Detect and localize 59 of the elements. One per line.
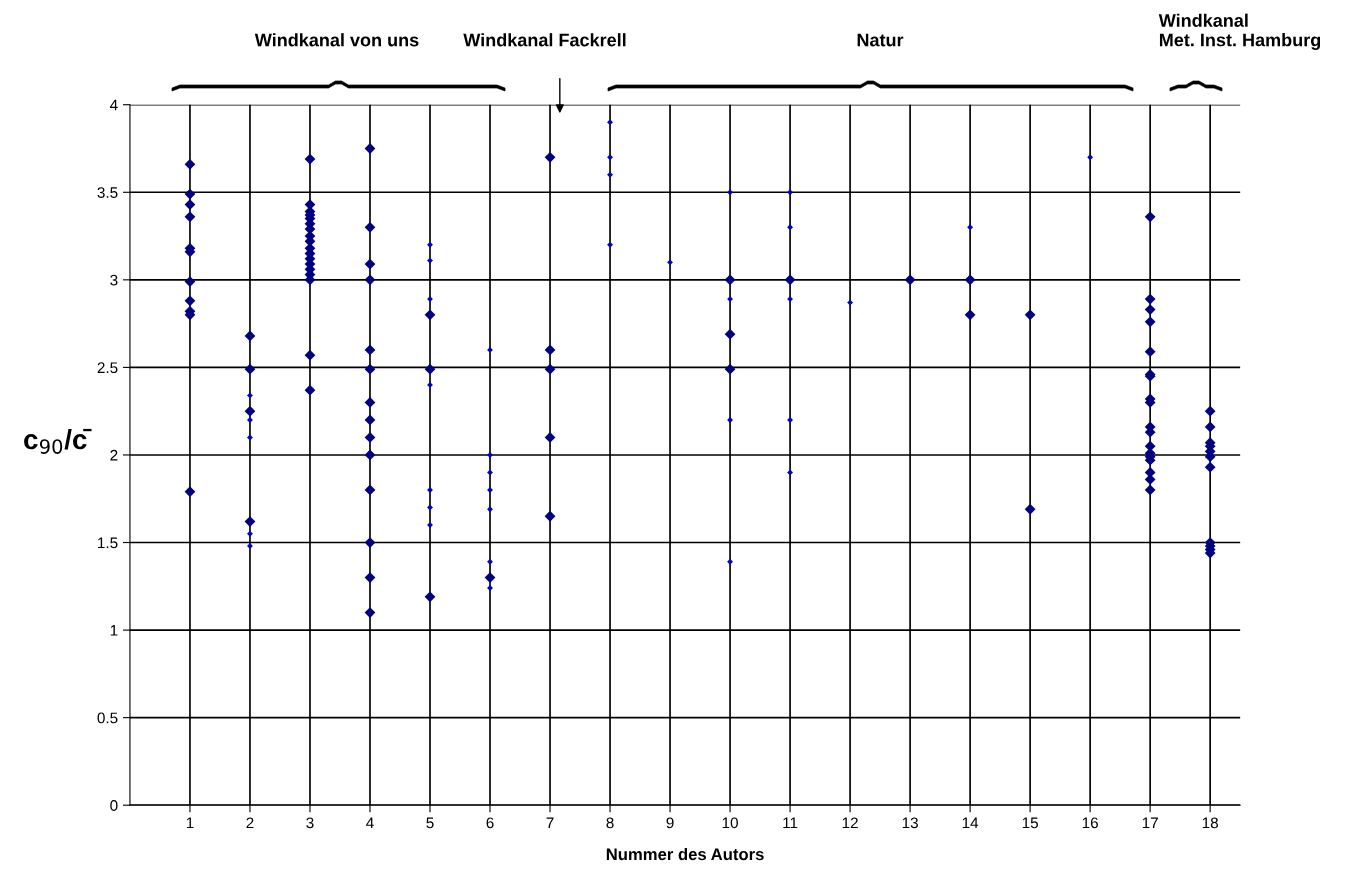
point (247, 392, 253, 399)
x-tick-label: 12 (842, 817, 858, 829)
point (487, 558, 493, 565)
x-tick-label: 1 (186, 817, 194, 829)
point (427, 257, 433, 264)
point (607, 119, 613, 126)
point (427, 241, 433, 248)
x-tick-label: 18 (1202, 817, 1218, 829)
point (727, 189, 734, 196)
y-tick-label: 1.5 (98, 537, 118, 549)
point (427, 504, 433, 511)
x-tick-label: 16 (1082, 817, 1098, 829)
y-tick-label: 0.5 (97, 712, 118, 724)
x-tick-label: 17 (1142, 817, 1158, 829)
x-tick-label: 7 (546, 817, 554, 829)
point (847, 299, 854, 306)
point (667, 259, 673, 266)
y-tick-label: 0 (110, 800, 118, 811)
point (487, 506, 493, 513)
point (787, 469, 794, 476)
y-tick-label: 2 (110, 449, 118, 461)
x-tick-label: 9 (666, 817, 674, 829)
x-tick-label: 6 (486, 817, 494, 829)
y-axis-title: c$_{90}$/c̄ (24, 428, 92, 454)
point (607, 154, 613, 161)
point (607, 241, 613, 248)
point (1087, 154, 1094, 161)
y-tick-label: 3.5 (97, 187, 118, 198)
x-tick-label: 4 (366, 817, 374, 829)
x-tick-label: 2 (246, 817, 254, 829)
x-tick-label: 15 (1022, 817, 1038, 829)
point (607, 171, 613, 178)
text: Windkanal Fackrell (463, 33, 626, 47)
point (727, 296, 734, 303)
point (427, 381, 433, 388)
x-axis-title: Nummer des Autors (606, 847, 764, 861)
x-tick-label: 13 (902, 817, 918, 829)
point (427, 296, 433, 303)
x-tick-label: 8 (606, 817, 614, 829)
point (247, 530, 253, 537)
point (967, 224, 974, 231)
y-tick-label: 3 (110, 274, 118, 286)
point (487, 346, 493, 353)
text: Natur (857, 33, 904, 47)
x-tick-label: 11 (783, 817, 798, 829)
y-tick-label: 2.5 (97, 362, 118, 374)
x-tick-label: 10 (722, 817, 738, 829)
x-tick-label: 5 (426, 817, 434, 829)
point (247, 434, 253, 441)
point (487, 469, 493, 476)
y-tick-label: 1 (110, 625, 118, 636)
point (787, 224, 794, 231)
x-tick-label: 3 (306, 817, 314, 829)
point (727, 558, 734, 565)
text: Windkanal Met. Inst. Hamburg (1158, 13, 1321, 50)
x-tick-label: 14 (962, 817, 979, 829)
point (787, 189, 794, 196)
y-tick-label: 4 (110, 99, 118, 111)
text: Windkanal von uns (254, 33, 419, 47)
